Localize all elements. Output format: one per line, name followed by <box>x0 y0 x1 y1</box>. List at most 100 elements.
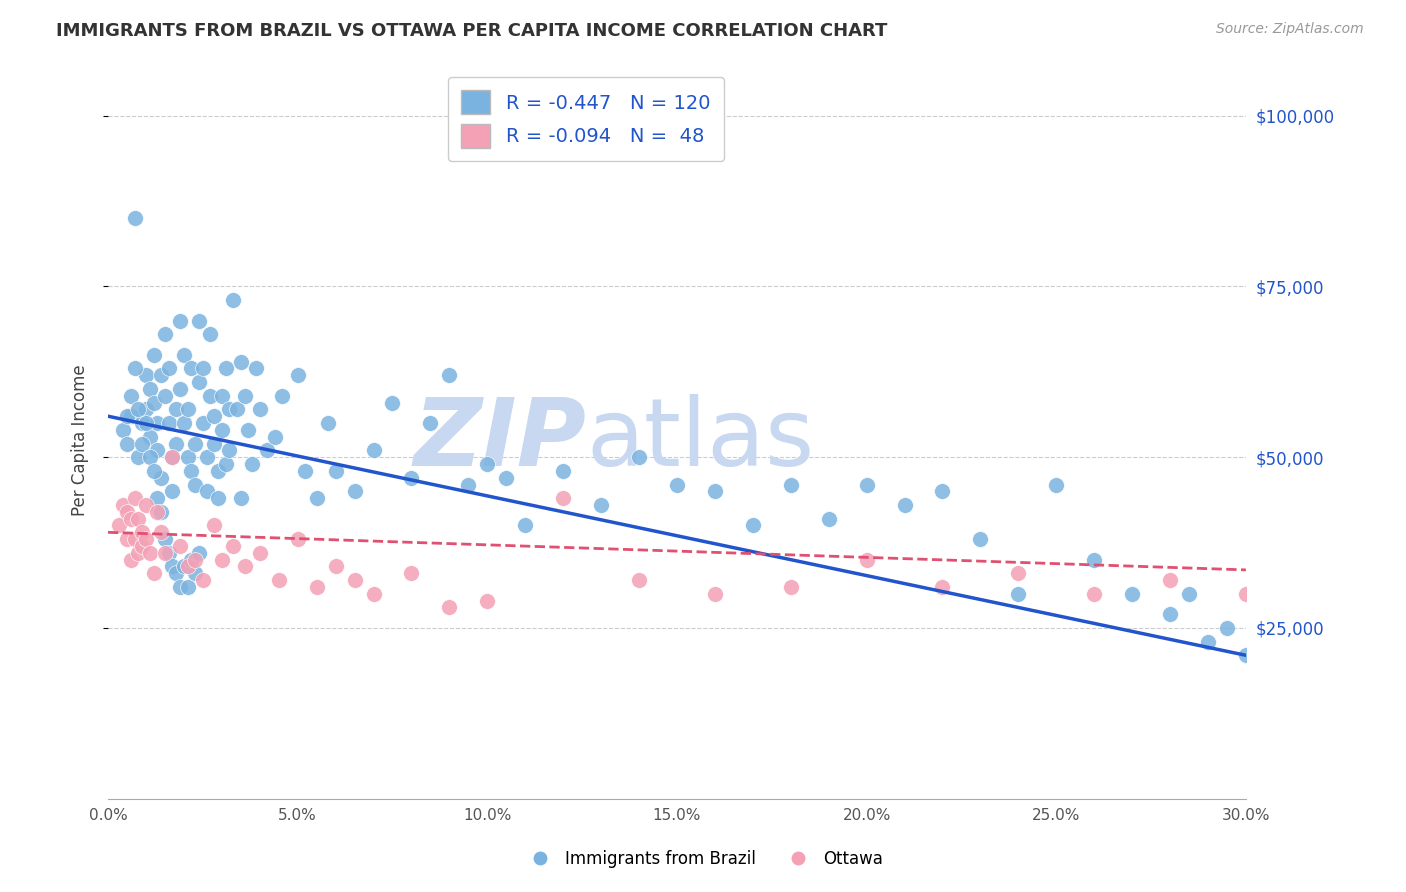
Legend: Immigrants from Brazil, Ottawa: Immigrants from Brazil, Ottawa <box>517 844 889 875</box>
Point <box>120 409 142 424</box>
Point <box>703 484 725 499</box>
Point <box>195 450 218 465</box>
Point <box>218 443 240 458</box>
Point <box>419 416 441 430</box>
Point <box>115 532 138 546</box>
Point <box>112 423 135 437</box>
Point <box>120 389 142 403</box>
Point <box>439 368 461 383</box>
Point <box>1159 573 1181 587</box>
Point <box>591 498 613 512</box>
Point <box>124 532 146 546</box>
Point <box>627 573 650 587</box>
Point <box>779 580 801 594</box>
Point <box>245 361 267 376</box>
Legend: R = -0.447   N = 120, R = -0.094   N =  48: R = -0.447 N = 120, R = -0.094 N = 48 <box>447 77 724 161</box>
Point <box>817 511 839 525</box>
Point <box>176 559 198 574</box>
Point <box>401 471 423 485</box>
Point <box>150 471 173 485</box>
Point <box>135 532 157 546</box>
Point <box>627 450 650 465</box>
Point <box>138 546 160 560</box>
Point <box>553 491 575 505</box>
Point <box>184 477 207 491</box>
Point <box>969 532 991 546</box>
Point <box>931 484 953 499</box>
Point <box>146 505 169 519</box>
Point <box>138 430 160 444</box>
Point <box>855 552 877 566</box>
Point <box>142 348 165 362</box>
Point <box>165 566 187 581</box>
Point <box>218 402 240 417</box>
Point <box>157 361 180 376</box>
Point <box>162 450 184 465</box>
Point <box>363 587 385 601</box>
Point <box>127 450 149 465</box>
Point <box>188 313 211 327</box>
Point <box>325 464 347 478</box>
Point <box>1007 587 1029 601</box>
Point <box>343 484 366 499</box>
Point <box>112 498 135 512</box>
Point <box>146 491 169 505</box>
Point <box>131 436 153 450</box>
Point <box>138 450 160 465</box>
Point <box>741 518 763 533</box>
Text: atlas: atlas <box>586 394 814 486</box>
Point <box>157 416 180 430</box>
Point <box>222 293 245 307</box>
Point <box>214 361 236 376</box>
Point <box>195 484 218 499</box>
Point <box>153 389 176 403</box>
Point <box>931 580 953 594</box>
Point <box>146 443 169 458</box>
Point <box>457 477 479 491</box>
Point <box>1007 566 1029 581</box>
Point <box>1159 607 1181 622</box>
Point <box>287 368 309 383</box>
Point <box>271 389 294 403</box>
Point <box>1234 648 1257 663</box>
Point <box>264 430 287 444</box>
Point <box>131 539 153 553</box>
Point <box>343 573 366 587</box>
Point <box>191 361 214 376</box>
Point <box>1121 587 1143 601</box>
Point <box>211 389 233 403</box>
Point <box>222 539 245 553</box>
Point <box>305 580 328 594</box>
Point <box>238 423 260 437</box>
Point <box>325 559 347 574</box>
Point <box>115 436 138 450</box>
Point <box>150 505 173 519</box>
Point <box>162 559 184 574</box>
Point <box>249 402 271 417</box>
Point <box>855 477 877 491</box>
Point <box>226 402 249 417</box>
Point <box>294 464 316 478</box>
Point <box>202 436 225 450</box>
Point <box>150 525 173 540</box>
Point <box>131 525 153 540</box>
Point <box>135 368 157 383</box>
Point <box>363 443 385 458</box>
Y-axis label: Per Capita Income: Per Capita Income <box>72 364 89 516</box>
Point <box>703 587 725 601</box>
Point <box>211 552 233 566</box>
Point <box>779 477 801 491</box>
Point <box>184 566 207 581</box>
Point <box>153 546 176 560</box>
Point <box>165 402 187 417</box>
Point <box>211 423 233 437</box>
Text: ZIP: ZIP <box>413 394 586 486</box>
Point <box>180 361 202 376</box>
Text: Source: ZipAtlas.com: Source: ZipAtlas.com <box>1216 22 1364 37</box>
Point <box>316 416 339 430</box>
Point <box>229 491 252 505</box>
Point <box>1083 552 1105 566</box>
Point <box>665 477 688 491</box>
Point <box>180 464 202 478</box>
Point <box>124 211 146 225</box>
